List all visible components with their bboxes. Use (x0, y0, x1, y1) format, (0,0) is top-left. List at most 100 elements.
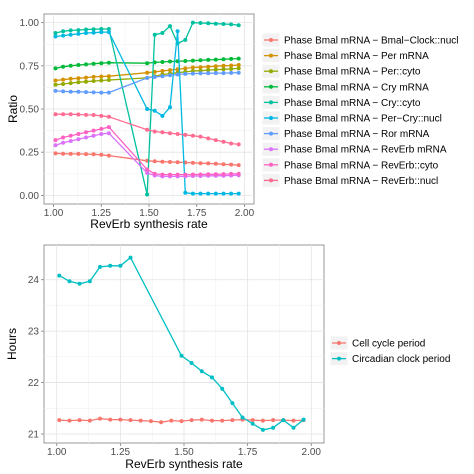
data-point (229, 141, 234, 146)
data-point (229, 66, 234, 71)
data-point (152, 129, 157, 134)
data-point (183, 71, 188, 76)
data-point (190, 191, 195, 196)
legend-point (269, 116, 273, 120)
data-point (53, 82, 58, 87)
data-point (77, 281, 82, 286)
data-point (221, 22, 226, 26)
data-point (87, 418, 92, 423)
data-point (175, 29, 180, 34)
legend-point (269, 178, 273, 183)
data-point (84, 152, 88, 157)
data-point (98, 264, 102, 269)
legend-label: Phase Bmal mRNA − RevErb::cyto (284, 160, 439, 171)
data-point (53, 34, 58, 39)
data-point (91, 152, 96, 157)
data-point (213, 71, 218, 76)
data-point (229, 22, 234, 27)
data-point (189, 418, 194, 423)
data-point (236, 63, 241, 67)
data-point (145, 167, 150, 172)
data-point (175, 67, 180, 72)
data-point (53, 143, 58, 148)
data-point (213, 57, 218, 62)
data-point (160, 69, 165, 73)
data-point (236, 163, 241, 168)
data-point (160, 31, 165, 35)
data-point (168, 131, 172, 136)
x-tick-label: 2.00 (235, 208, 255, 219)
x-tick-label: 1.75 (187, 208, 207, 219)
data-point (160, 60, 165, 64)
y-tick-label: 1.00 (20, 18, 40, 29)
data-point (230, 418, 235, 423)
data-point (99, 113, 104, 118)
data-point (118, 417, 123, 422)
data-point (206, 68, 211, 73)
x-tick-label: 1.25 (92, 208, 112, 219)
data-point (179, 419, 184, 424)
chart-1: 1.00 1.25 1.50 1.75 2.00 0.00 0.25 0.50 0.75 1.00… (6, 13, 459, 231)
data-point (53, 78, 58, 83)
legend: Phase Bmal mRNA − Bmal−Clock::nuclPhase … (261, 32, 459, 188)
y-axis-title: Hours (5, 328, 19, 360)
data-point (68, 81, 73, 86)
data-point (152, 171, 157, 176)
data-point (84, 130, 88, 135)
data-point (199, 417, 204, 422)
data-point (221, 172, 226, 177)
data-point (145, 61, 150, 66)
legend-label: Phase Bmal mRNA − RevErb mRNA (284, 145, 447, 156)
data-point (271, 418, 276, 423)
data-point (236, 23, 241, 28)
data-point (229, 191, 234, 196)
data-point (68, 139, 73, 143)
data-point (190, 160, 195, 165)
data-point (236, 191, 241, 196)
series-10 (53, 112, 241, 147)
data-point (106, 153, 111, 158)
data-point (183, 132, 188, 137)
data-point (175, 72, 180, 77)
data-point (160, 74, 165, 79)
data-point (168, 73, 172, 78)
data-point (53, 66, 58, 71)
data-point (230, 401, 235, 406)
data-point (91, 128, 96, 133)
data-point (128, 418, 133, 423)
data-point (106, 131, 111, 136)
data-point (106, 90, 111, 95)
data-point (198, 191, 203, 196)
data-point (61, 29, 66, 34)
data-point (67, 279, 72, 284)
legend-label: Phase Bmal mRNA − Bmal−Clock::nucl (284, 36, 459, 47)
data-point (206, 161, 211, 166)
data-point (145, 107, 150, 111)
legend-point (269, 100, 273, 105)
data-point (206, 136, 211, 141)
data-point (84, 112, 88, 117)
data-point (213, 64, 218, 69)
data-point (53, 138, 58, 143)
legend-point (337, 341, 341, 345)
data-point (91, 61, 96, 66)
legend: Cell cycle period Circadian clock period (329, 335, 450, 367)
data-point (76, 89, 81, 94)
data-point (106, 30, 111, 35)
data-point (67, 418, 72, 423)
data-point (236, 142, 241, 147)
x-axis-title: RevErb synthesis rate (90, 217, 208, 231)
data-point (57, 418, 62, 423)
chart-2: 1.00 1.25 1.50 1.75 2.00 21 22 23 24 RevErb synth… (5, 244, 450, 471)
data-point (84, 62, 88, 67)
data-point (76, 31, 81, 36)
data-point (99, 90, 104, 95)
data-point (198, 134, 203, 139)
data-point (213, 21, 218, 26)
data-point (77, 418, 82, 423)
data-point (190, 71, 195, 76)
data-point (198, 65, 203, 70)
data-point (301, 417, 306, 422)
